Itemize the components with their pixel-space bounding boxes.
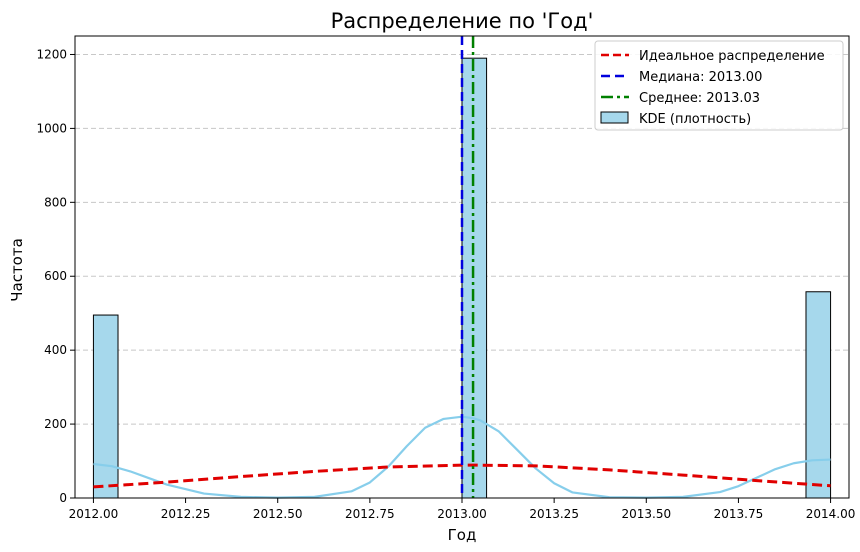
y-tick-label: 600 (44, 269, 67, 283)
x-tick-label: 2013.75 (714, 507, 764, 521)
x-tick-label: 2012.50 (253, 507, 303, 521)
histogram-bar (92, 314, 119, 499)
legend-box (594, 40, 844, 131)
legend: Идеальное распределение Медиана: 2013.00 С… (594, 40, 844, 131)
histogram-bar (805, 291, 832, 499)
y-axis: 0 200 400 600 800 1000 1200 (36, 47, 75, 505)
legend-label: KDE (плотность) (639, 112, 751, 127)
x-tick-label: 2012.75 (345, 507, 395, 521)
y-tick-label: 400 (44, 343, 67, 357)
x-tick-label: 2013.50 (621, 507, 671, 521)
kde-curve-layer (93, 415, 831, 499)
y-tick-label: 800 (44, 195, 67, 209)
y-tick-label: 1200 (36, 47, 67, 61)
x-tick-label: 2013.25 (529, 507, 579, 521)
y-axis-title: Частота (8, 238, 26, 302)
x-axis: 2012.00 2012.25 2012.50 2012.75 2013.00 2013.… (69, 498, 856, 521)
y-tick-label: 1000 (36, 121, 67, 135)
x-tick-label: 2012.00 (69, 507, 119, 521)
legend-item-mean: Среднее: 2013.03 (601, 91, 760, 106)
chart-title: Распределение по 'Год' (331, 9, 594, 33)
legend-item-median: Медиана: 2013.00 (601, 70, 762, 85)
ideal-distribution-layer (93, 463, 831, 489)
legend-item-ideal: Идеальное распределение (601, 49, 825, 64)
legend-label: Медиана: 2013.00 (639, 70, 762, 85)
reference-lines (460, 36, 475, 498)
x-tick-label: 2014.00 (806, 507, 856, 521)
x-tick-label: 2012.25 (161, 507, 211, 521)
x-tick-label: 2013.00 (437, 507, 487, 521)
kde-curve (93, 415, 831, 499)
x-axis-title: Год (448, 526, 477, 544)
legend-item-histogram: KDE (плотность) (600, 111, 751, 127)
y-tick-label: 0 (59, 491, 67, 505)
y-tick-label: 200 (44, 417, 67, 431)
legend-label: Среднее: 2013.03 (639, 91, 760, 106)
legend-swatch (600, 111, 629, 124)
legend-label: Идеальное распределение (639, 49, 825, 64)
ideal-distribution-line (93, 463, 831, 489)
